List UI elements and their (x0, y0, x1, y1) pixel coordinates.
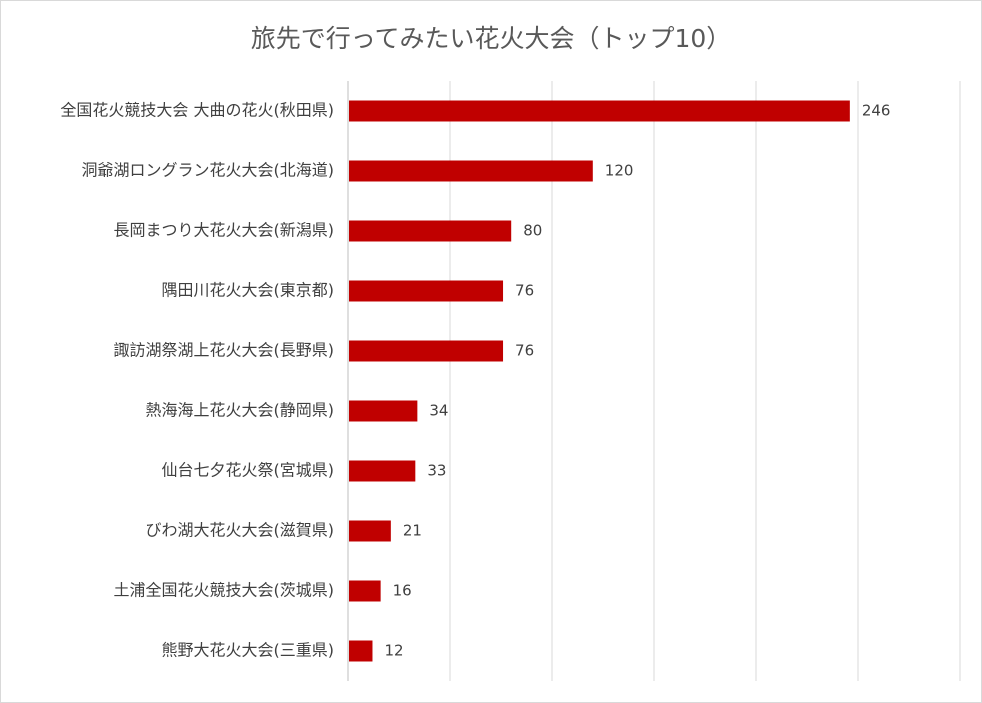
category-label: 仙台七夕花火祭(宮城県) (162, 461, 335, 480)
bar (349, 400, 418, 422)
bar (349, 160, 593, 182)
category-label: 熱海海上花火大会(静岡県) (146, 401, 335, 420)
chart-title: 旅先で行ってみたい花火大会（トップ10） (250, 24, 732, 53)
category-label: 洞爺湖ロングラン花火大会(北海道) (82, 161, 335, 180)
data-label: 12 (384, 642, 403, 660)
category-label: 諏訪湖祭湖上花火大会(長野県) (114, 341, 335, 360)
bar (349, 220, 512, 242)
bar (349, 640, 373, 662)
category-label: 土浦全国花火競技大会(茨城県) (114, 581, 335, 600)
data-label: 34 (429, 402, 448, 420)
category-label: びわ湖大花火大会(滋賀県) (146, 521, 335, 540)
data-label: 76 (515, 282, 534, 300)
data-label: 76 (515, 342, 534, 360)
bar (349, 460, 416, 482)
category-label: 全国花火競技大会 大曲の花火(秋田県) (60, 101, 334, 120)
bar (349, 580, 381, 602)
data-label: 120 (605, 162, 634, 180)
bar (349, 100, 850, 122)
data-label: 246 (862, 102, 891, 120)
bar (349, 520, 391, 542)
data-label: 16 (393, 582, 412, 600)
data-label: 33 (427, 462, 446, 480)
data-label: 21 (403, 522, 422, 540)
category-label: 熊野大花火大会(三重県) (162, 641, 335, 660)
category-label: 長岡まつり大花火大会(新潟県) (114, 221, 335, 240)
data-label: 80 (523, 222, 542, 240)
bar (349, 280, 504, 302)
bar (349, 340, 504, 362)
category-label: 隅田川花火大会(東京都) (162, 281, 335, 300)
